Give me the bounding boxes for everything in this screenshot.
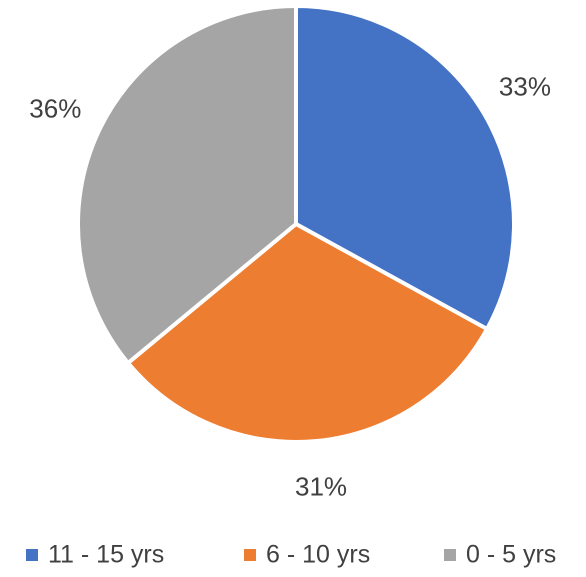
legend-swatch [444, 549, 456, 561]
pie-slice [294, 4, 516, 332]
pie-slice [76, 4, 298, 365]
data-label: 31% [295, 472, 347, 502]
legend-label: 0 - 5 yrs [466, 541, 556, 569]
data-label: 36% [29, 94, 81, 124]
legend-label: 11 - 15 yrs [48, 541, 164, 569]
legend-swatch [244, 549, 256, 561]
legend-label: 6 - 10 yrs [266, 541, 370, 569]
data-label: 33% [499, 71, 551, 101]
legend-swatch [26, 549, 38, 561]
pie-slice [126, 222, 490, 444]
